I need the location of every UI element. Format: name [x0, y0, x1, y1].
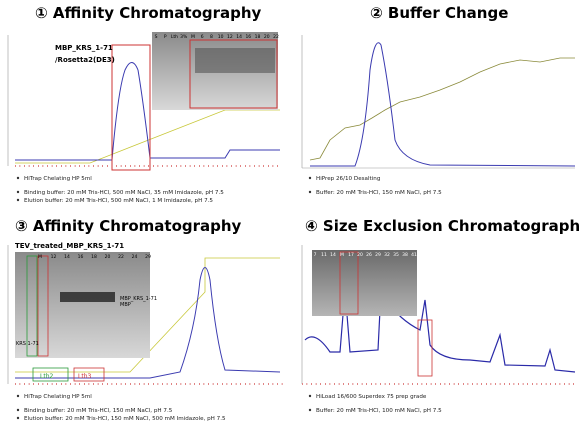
bullet-text: Binding buffer: 20 mM Tris-HCl, 500 mM N… — [24, 190, 224, 196]
bullet-text: Binding buffer: 20 mM Tris-HCl, 150 mM N… — [24, 408, 173, 414]
bullet-dot — [16, 198, 20, 202]
chromatogram — [301, 245, 576, 385]
bullet-text: Elution buffer: 20 mM Tris-HCl, 500 mM N… — [24, 198, 213, 204]
bullet-text: HiTrap Chelating HP 5ml — [24, 394, 92, 400]
lane-label: 26 — [366, 252, 372, 258]
chromatogram — [7, 245, 285, 385]
lane-label: 8 — [210, 34, 213, 40]
lane-label: 3% — [180, 34, 188, 40]
gel-image — [312, 250, 417, 316]
lane-label: M — [38, 254, 42, 260]
lane-label: 24 — [132, 254, 138, 260]
panel-title: ② Buffer Change — [370, 4, 508, 22]
bullet-text: Buffer: 20 mM Tris-HCl, 100 mM NaCl, pH … — [316, 408, 442, 414]
lane-label: 20 — [357, 252, 363, 258]
panel-title: ③ Affinity Chromatography — [15, 217, 242, 235]
lane-label: 10 — [218, 34, 224, 40]
fraction-label: Lth2 — [40, 373, 53, 380]
bullet-dot — [308, 190, 312, 194]
lane-label: 12 — [51, 254, 57, 260]
bullet-dot — [308, 408, 312, 412]
lane-label: M — [340, 252, 344, 258]
bullet-text: HiPrep 26/10 Desalting — [316, 176, 381, 182]
fraction-label: Lth3 — [78, 373, 91, 380]
lane-label: 14 — [64, 254, 70, 260]
label: /Rosetta2(DE3) — [55, 56, 115, 64]
bullet-text: Buffer: 20 mM Tris-HCl, 150 mM NaCl, pH … — [316, 190, 442, 196]
bullet-dot — [16, 408, 20, 412]
lane-label: 20 — [264, 34, 270, 40]
bullet-text: Elution buffer: 20 mM Tris-HCl, 150 mM N… — [24, 416, 226, 422]
lane-label: 32 — [384, 252, 390, 258]
band-label: MBP — [120, 302, 131, 308]
panel-title: ④ Size Exclusion Chromatography — [305, 217, 579, 235]
lane-label: 22 — [273, 34, 279, 40]
band-label: KRS 1-71 — [16, 341, 39, 347]
lane-label: 35 — [393, 252, 399, 258]
panel-title: ① Affinity Chromatography — [35, 4, 262, 22]
bullet-dot — [16, 190, 20, 194]
lane-label: 14 — [330, 252, 336, 258]
lane-label: 18 — [91, 254, 97, 260]
lane-label: P — [164, 34, 167, 40]
bullet-dot — [16, 176, 20, 180]
lane-label: 29 — [145, 254, 151, 260]
lane-label: 14 — [236, 34, 242, 40]
bullet-dot — [308, 394, 312, 398]
lane-label: 18 — [255, 34, 261, 40]
lane-label: 38 — [402, 252, 408, 258]
chromatogram — [301, 35, 576, 169]
gel-image — [152, 32, 278, 110]
bullet-dot — [16, 416, 20, 420]
bullet-dot — [16, 394, 20, 398]
lane-label: 6 — [201, 34, 204, 40]
lane-label: Lth — [171, 34, 178, 40]
lane-label: 12 — [227, 34, 233, 40]
label: TEV_treated_MBP_KRS_1-71 — [15, 242, 124, 250]
bullet-text: HiTrap Chelating HP 5ml — [24, 176, 92, 182]
lane-label: 7 — [314, 252, 317, 258]
lane-label: 22 — [118, 254, 124, 260]
lane-label: M — [191, 34, 195, 40]
gel-image — [15, 252, 150, 358]
lane-label: 11 — [321, 252, 327, 258]
bullet-dot — [308, 176, 312, 180]
bullet-text: HiLoad 16/600 Superdex 75 prep grade — [316, 394, 427, 400]
label: MBP_KRS_1-71 — [55, 44, 113, 52]
lane-label: 41 — [411, 252, 417, 258]
lane-label: S — [155, 34, 158, 40]
lane-label: 17 — [348, 252, 354, 258]
lane-label: 16 — [78, 254, 84, 260]
lane-label: 29 — [375, 252, 381, 258]
lane-label: 20 — [105, 254, 111, 260]
band-label: MBP_KRS_1-71 — [120, 296, 157, 302]
lane-label: 16 — [245, 34, 251, 40]
